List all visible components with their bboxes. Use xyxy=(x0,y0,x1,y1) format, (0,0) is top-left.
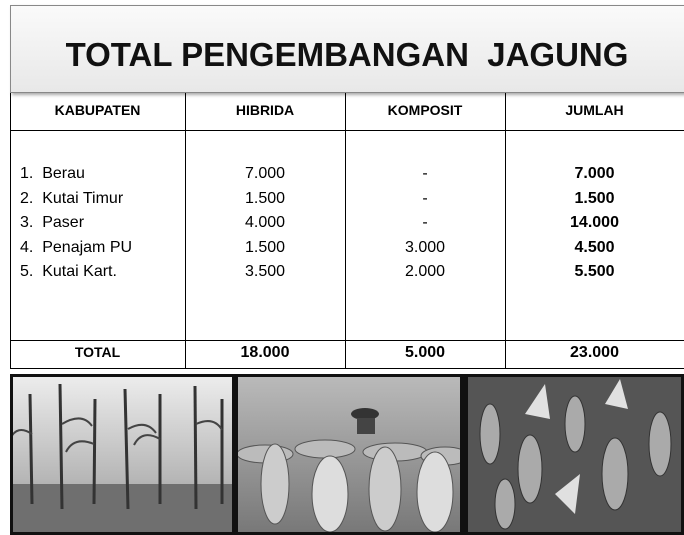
photo-ears xyxy=(465,374,684,535)
total-cell: 18.000 xyxy=(185,344,345,362)
row-line xyxy=(10,340,684,341)
table-cell: 2.000 xyxy=(345,263,505,281)
table-cell: 5. Kutai Kart. xyxy=(20,263,117,281)
table-cell: - xyxy=(345,214,505,232)
column-header: HIBRIDA xyxy=(185,102,345,118)
table-cell: 5.500 xyxy=(505,263,684,281)
row-line xyxy=(10,130,684,131)
total-cell: 5.000 xyxy=(345,344,505,362)
column-header: KOMPOSIT xyxy=(345,102,505,118)
table-cell: 4.000 xyxy=(185,214,345,232)
photos xyxy=(10,374,684,535)
table-cell: 7.000 xyxy=(185,165,345,183)
table-cell: 4.500 xyxy=(505,239,684,257)
table-cell: 4. Penajam PU xyxy=(20,239,132,257)
photo-drying xyxy=(235,374,469,535)
photo-field xyxy=(10,374,235,535)
table-cell: 1.500 xyxy=(505,190,684,208)
table-cell: 2. Kutai Timur xyxy=(20,190,123,208)
table-cell: 1.500 xyxy=(185,239,345,257)
table-cell: 3.000 xyxy=(345,239,505,257)
table-cell: 7.000 xyxy=(505,165,684,183)
table-cell: 14.000 xyxy=(505,214,684,232)
total-cell: 23.000 xyxy=(505,344,684,362)
row-line xyxy=(10,368,684,369)
col-line xyxy=(10,93,11,368)
table-cell: - xyxy=(345,165,505,183)
table-cell: - xyxy=(345,190,505,208)
table-cell: 3.500 xyxy=(185,263,345,281)
total-cell: TOTAL xyxy=(10,344,185,360)
column-header: JUMLAH xyxy=(505,102,684,118)
page: TOTAL PENGEMBANGAN JAGUNG KABUPATENHIBRI… xyxy=(0,0,684,535)
table-cell: 3. Paser xyxy=(20,214,84,232)
column-header: KABUPATEN xyxy=(10,102,185,118)
table-cell: 1.500 xyxy=(185,190,345,208)
table-cell: 1. Berau xyxy=(20,165,85,183)
